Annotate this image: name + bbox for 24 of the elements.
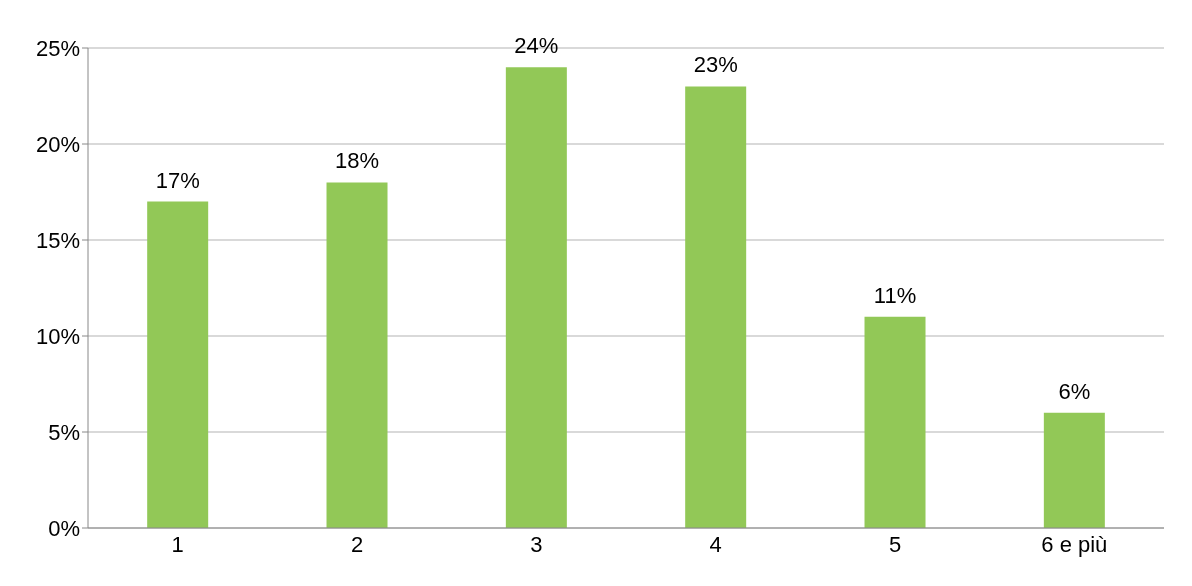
data-label: 6% bbox=[1058, 378, 1091, 404]
x-tick-label: 6 e più bbox=[1041, 531, 1108, 557]
bar bbox=[326, 182, 388, 528]
data-label: 17% bbox=[155, 167, 200, 193]
bar bbox=[864, 316, 926, 528]
bar bbox=[505, 67, 567, 528]
data-label: 18% bbox=[334, 148, 380, 174]
x-tick-label: 3 bbox=[530, 531, 543, 557]
x-tick-label: 1 bbox=[171, 531, 184, 557]
y-tick-label: 5% bbox=[48, 419, 80, 445]
bar bbox=[685, 86, 747, 528]
y-tick-label: 25% bbox=[35, 35, 80, 61]
bar bbox=[147, 201, 209, 528]
y-tick-label: 10% bbox=[35, 323, 80, 349]
y-tick-label: 0% bbox=[48, 515, 80, 541]
x-tick-label: 5 bbox=[888, 531, 902, 557]
x-tick-label: 2 bbox=[350, 531, 364, 557]
bar bbox=[1043, 412, 1105, 528]
data-label: 23% bbox=[693, 52, 738, 78]
y-tick-label: 15% bbox=[35, 227, 80, 253]
y-tick-label: 20% bbox=[35, 131, 80, 157]
x-tick-label: 4 bbox=[709, 531, 722, 557]
data-label: 24% bbox=[514, 33, 559, 59]
data-label: 11% bbox=[873, 282, 917, 308]
